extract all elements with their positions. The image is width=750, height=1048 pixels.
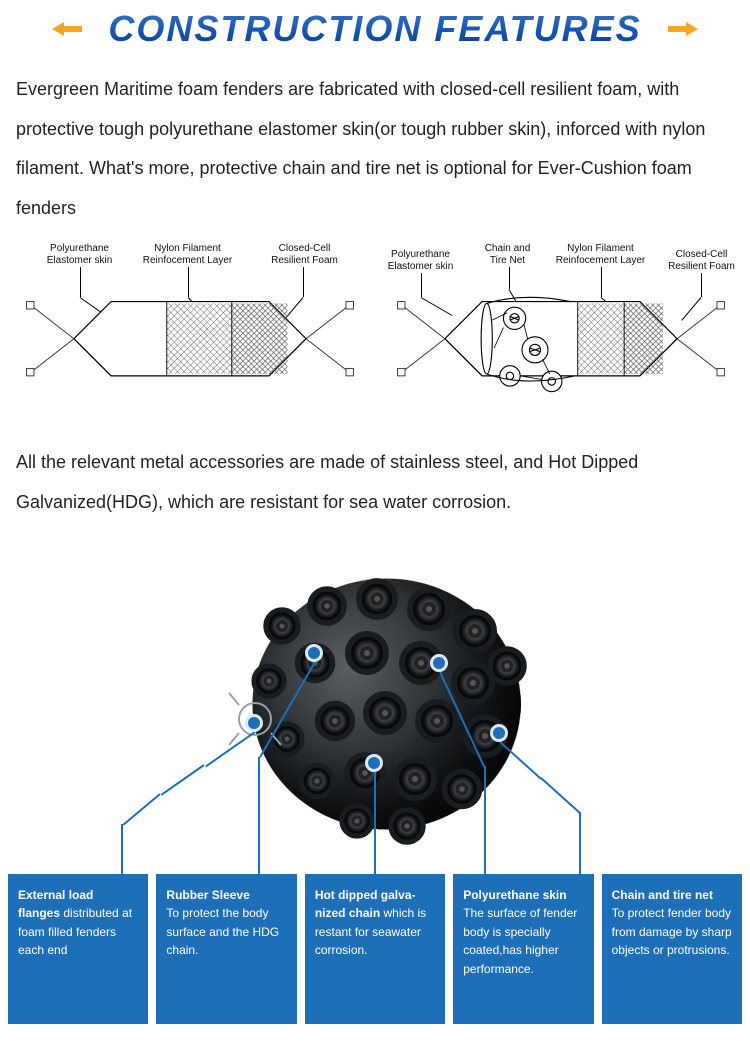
callout-title: Chain and tire net	[612, 886, 732, 905]
fender-schematic-icon	[10, 283, 370, 413]
hotspot-chain	[365, 754, 383, 772]
callout-title: Rubber Sleeve	[166, 886, 286, 905]
callout-flanges: External load flanges distributed at foa…	[8, 874, 148, 1024]
callout-body: The surface of fender body is specially …	[463, 904, 583, 978]
callout-chain: Hot dipped galva-nized chain which is re…	[305, 874, 445, 1024]
hotspot-flange	[245, 714, 263, 732]
fender-tirenet-schematic-icon	[381, 283, 741, 413]
label-nylon: Nylon Filament Reinfocement Layer	[138, 243, 238, 267]
callouts-row: External load flanges distributed at foa…	[0, 874, 750, 1024]
arrow-right-icon	[668, 22, 698, 36]
label-tirenet: Chain and Tire Net	[473, 243, 543, 267]
diagram-row: Polyurethane Elastomer skin Nylon Filame…	[0, 238, 750, 443]
callout-tirenet: Chain and tire net To protect fender bod…	[602, 874, 742, 1024]
hotspot-sleeve	[305, 644, 323, 662]
callout-title: Polyurethane skin	[463, 886, 583, 905]
callout-body: To protect fender body from damage by sh…	[612, 904, 732, 960]
section-header: CONSTRUCTION FEATURES	[0, 0, 750, 62]
label-foam: Closed-Cell Resilient Foam	[265, 243, 345, 267]
callout-body: To protect the body surface and the HDG …	[166, 904, 286, 960]
intro-paragraph: Evergreen Maritime foam fenders are fabr…	[0, 62, 750, 238]
diagram-tirenet-fender: Polyurethane Elastomer skin Chain and Ti…	[381, 243, 741, 413]
header-title: CONSTRUCTION FEATURES	[108, 8, 641, 50]
label-nylon: Nylon Filament Reinfocement Layer	[551, 243, 651, 267]
hotspot-skin	[430, 654, 448, 672]
product-callout-section: External load flanges distributed at foa…	[0, 539, 750, 1024]
label-skin: Polyurethane Elastomer skin	[381, 249, 461, 273]
hotspot-tirenet	[490, 724, 508, 742]
diagram-basic-fender: Polyurethane Elastomer skin Nylon Filame…	[10, 243, 370, 413]
second-paragraph: All the relevant metal accessories are m…	[0, 443, 750, 538]
callout-skin: Polyurethane skin The surface of fender …	[453, 874, 593, 1024]
callout-sleeve: Rubber Sleeve To protect the body surfac…	[156, 874, 296, 1024]
label-skin: Polyurethane Elastomer skin	[40, 243, 120, 267]
arrow-left-icon	[52, 22, 82, 36]
label-foam: Closed-Cell Resilient Foam	[663, 249, 741, 273]
